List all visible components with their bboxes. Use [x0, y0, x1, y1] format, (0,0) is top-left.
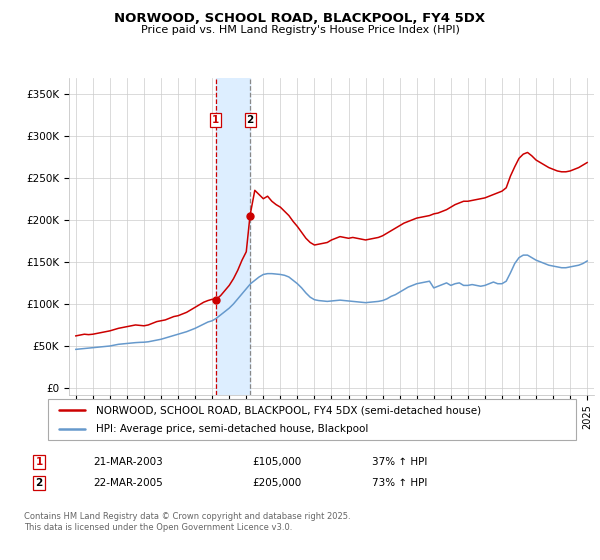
Text: Price paid vs. HM Land Registry's House Price Index (HPI): Price paid vs. HM Land Registry's House …	[140, 25, 460, 35]
Bar	[216, 78, 250, 395]
Text: 22-MAR-2005: 22-MAR-2005	[93, 478, 163, 488]
Text: NORWOOD, SCHOOL ROAD, BLACKPOOL, FY4 5DX (semi-detached house): NORWOOD, SCHOOL ROAD, BLACKPOOL, FY4 5DX…	[95, 405, 481, 415]
Text: HPI: Average price, semi-detached house, Blackpool: HPI: Average price, semi-detached house,…	[95, 424, 368, 433]
Text: 2: 2	[247, 115, 254, 125]
Text: Contains HM Land Registry data © Crown copyright and database right 2025.
This d: Contains HM Land Registry data © Crown c…	[24, 512, 350, 532]
Text: 2: 2	[35, 478, 43, 488]
Text: 21-MAR-2003: 21-MAR-2003	[93, 457, 163, 467]
Text: 1: 1	[35, 457, 43, 467]
Text: NORWOOD, SCHOOL ROAD, BLACKPOOL, FY4 5DX: NORWOOD, SCHOOL ROAD, BLACKPOOL, FY4 5DX	[115, 12, 485, 25]
Text: 73% ↑ HPI: 73% ↑ HPI	[372, 478, 427, 488]
FancyBboxPatch shape	[48, 399, 576, 440]
Text: £105,000: £105,000	[252, 457, 301, 467]
Text: £205,000: £205,000	[252, 478, 301, 488]
Text: 1: 1	[212, 115, 220, 125]
Text: 37% ↑ HPI: 37% ↑ HPI	[372, 457, 427, 467]
